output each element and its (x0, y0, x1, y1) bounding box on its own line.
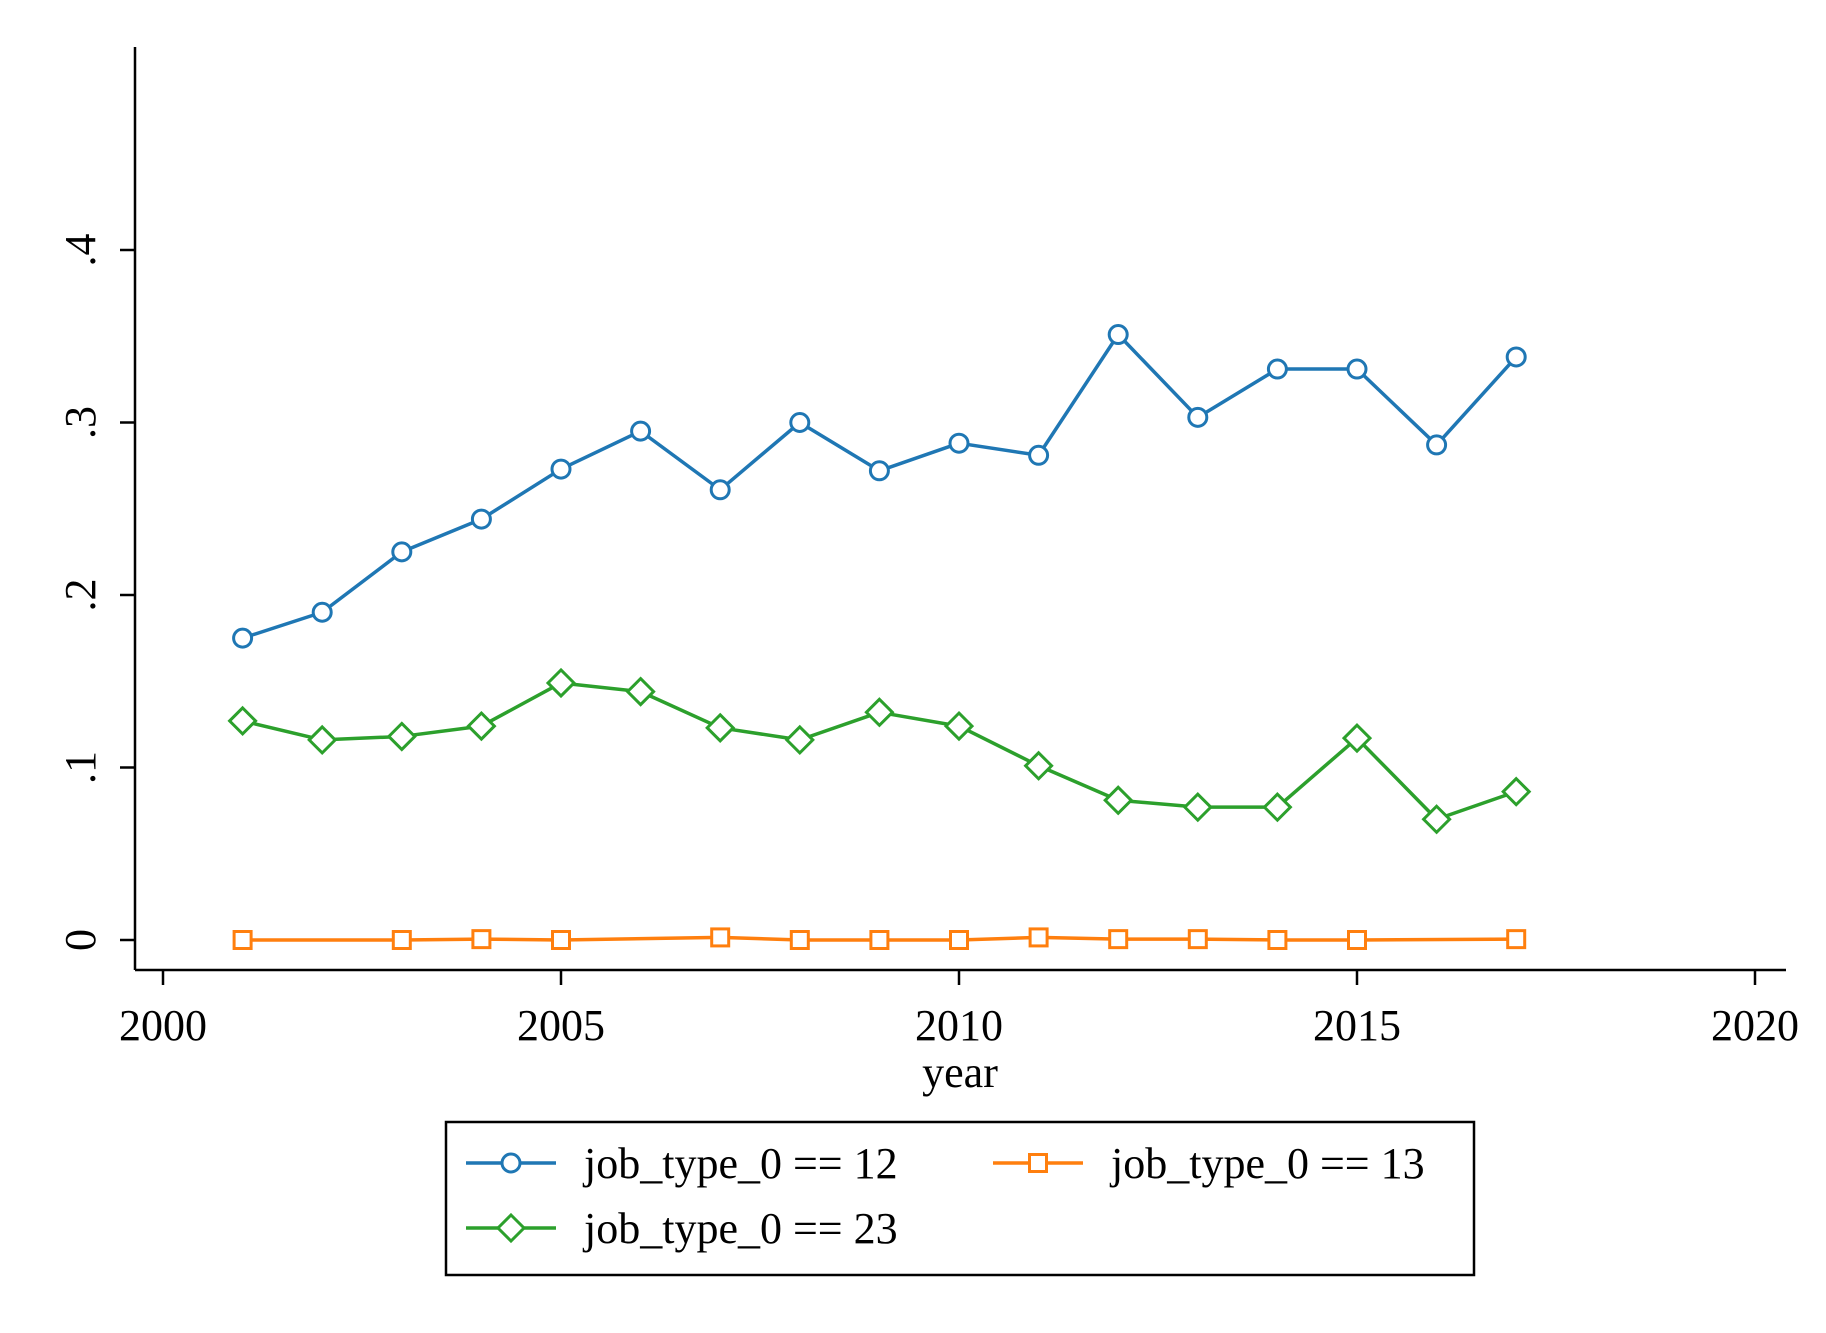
x-tick-label: 2015 (1313, 1001, 1401, 1050)
data-point (1262, 792, 1293, 823)
data-point (391, 541, 413, 563)
legend-label: job_type_0 == 13 (1109, 1139, 1425, 1188)
data-point (630, 420, 652, 442)
y-tick-label: .2 (56, 579, 105, 612)
series-1 (232, 324, 1527, 649)
axes: 0 .1 .2 .3 .4 2000 2005 2010 2015 2020 (56, 47, 1799, 1050)
y-tick-label: .1 (56, 751, 105, 784)
data-point (227, 705, 258, 737)
data-point (470, 508, 492, 530)
legend-item: job_type_0 == 13 (993, 1139, 1425, 1188)
data-point (864, 697, 895, 728)
series-line (242, 332, 1518, 640)
data-point (1107, 324, 1129, 346)
data-point (1341, 723, 1373, 754)
data-point (948, 432, 970, 454)
legend-item: job_type_0 == 23 (466, 1204, 898, 1253)
data-point (551, 930, 571, 950)
data-point (1506, 929, 1527, 950)
data-point (466, 710, 497, 742)
data-point (311, 601, 333, 623)
data-point (471, 929, 492, 950)
x-tick-label: 2005 (517, 1001, 605, 1050)
data-point (869, 930, 890, 950)
legend-swatch-marker (500, 1152, 522, 1174)
legend-item: job_type_0 == 12 (466, 1139, 898, 1188)
data-point (1023, 750, 1054, 781)
data-point (1505, 346, 1527, 368)
data-point (1347, 930, 1367, 950)
data-point (1346, 358, 1368, 380)
data-point (709, 479, 731, 501)
series-3 (227, 667, 1532, 835)
x-tick-label: 2000 (119, 1001, 207, 1050)
series-layer (227, 324, 1532, 950)
data-point (1266, 358, 1288, 380)
x-tick-label: 2010 (915, 1001, 1003, 1050)
data-point (868, 460, 890, 482)
series-2 (232, 927, 1527, 950)
data-point (1187, 406, 1209, 428)
data-point (789, 930, 810, 950)
data-point (232, 930, 253, 950)
legend: job_type_0 == 12 job_type_0 == 13 job_type… (444, 1120, 1476, 1277)
data-point (784, 724, 815, 756)
y-tick-label: 0 (56, 929, 105, 951)
data-point (386, 721, 417, 752)
legend-swatch-marker (1028, 1153, 1048, 1173)
data-point (943, 710, 975, 742)
legend-box (444, 1120, 1476, 1277)
legend-items: job_type_0 == 12 job_type_0 == 13 job_type… (466, 1139, 1425, 1253)
legend-label: job_type_0 == 23 (582, 1204, 898, 1253)
series-line (242, 935, 1517, 942)
data-point (550, 458, 572, 480)
data-point (1182, 792, 1213, 823)
legend-label: job_type_0 == 12 (582, 1139, 898, 1188)
data-point (307, 724, 338, 756)
y-tick-label: .3 (56, 406, 105, 439)
data-point (391, 930, 412, 950)
data-point (1028, 444, 1050, 466)
data-point (1103, 785, 1134, 816)
legend-swatch-marker (495, 1212, 527, 1244)
x-axis-title: year (922, 1048, 998, 1097)
y-tick-label: .4 (56, 234, 105, 267)
x-tick-label: 2020 (1711, 1001, 1799, 1050)
data-point (1421, 804, 1452, 835)
data-point (789, 412, 811, 433)
data-point (949, 930, 969, 950)
data-point (710, 927, 731, 948)
data-point (545, 667, 577, 699)
data-point (1501, 776, 1532, 807)
data-point (1267, 930, 1288, 950)
data-point (1028, 927, 1049, 948)
data-point (232, 627, 254, 649)
data-point (1426, 434, 1448, 456)
data-point (625, 676, 656, 707)
data-point (705, 712, 736, 743)
data-point (1108, 929, 1129, 950)
data-point (1187, 929, 1208, 950)
